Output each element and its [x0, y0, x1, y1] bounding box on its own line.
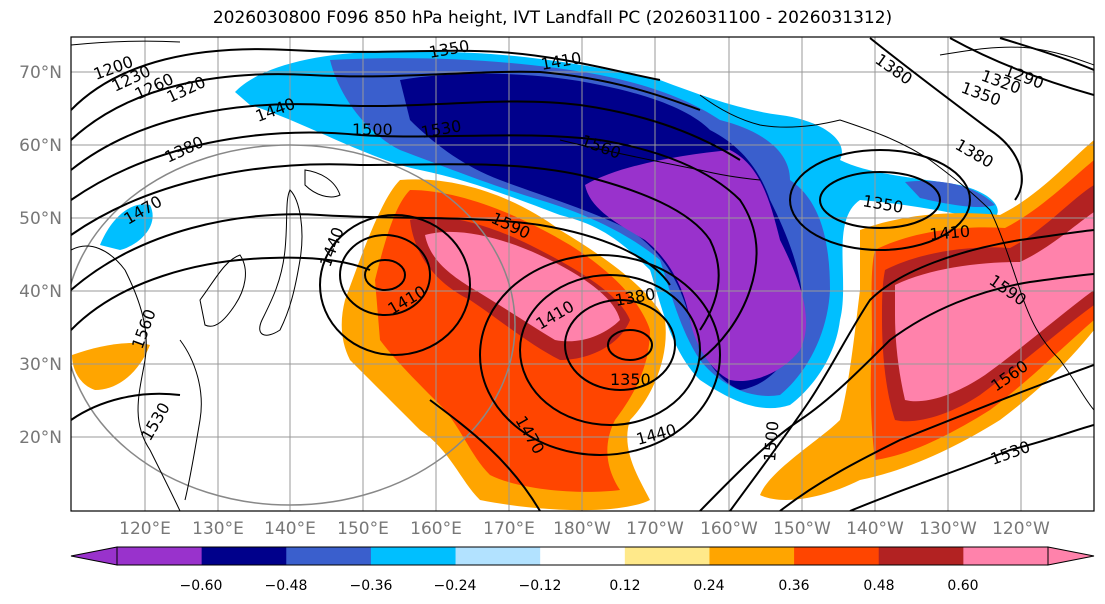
lon-tick-label: 120°E — [119, 519, 171, 539]
colorbar-tick-label: 0.12 — [609, 578, 640, 594]
colorbar-left-arrow — [70, 546, 118, 566]
colorbar-right-arrow — [1047, 546, 1095, 566]
contour-label: 1440 — [634, 420, 678, 449]
colorbar-tick-labels: −0.60 −0.48 −0.36 −0.24 −0.12 0.12 0.24 … — [180, 578, 979, 594]
colorbar-tick-label: 0.36 — [778, 578, 809, 594]
ivt-region-orange-southwest — [72, 343, 150, 390]
lat-tick-label: 20°N — [19, 428, 62, 448]
ivt-region-medium-blue-east — [905, 180, 995, 208]
colorbar-tick-label: 0.60 — [947, 578, 978, 594]
colorbar-tick-label: −0.60 — [180, 578, 223, 594]
height-contours — [71, 37, 1094, 511]
lon-tick-label: 180°W — [553, 519, 611, 539]
lon-axis: 120°E 130°E 140°E 150°E 160°E 170°E 180°… — [119, 519, 1050, 539]
landfall-region-circle — [71, 144, 516, 506]
lon-tick-label: 130°E — [192, 519, 244, 539]
colorbar-tick-label: −0.36 — [350, 578, 393, 594]
contour-label: 1500 — [760, 420, 782, 462]
gridlines — [71, 37, 1094, 511]
lon-tick-label: 160°E — [410, 519, 462, 539]
contour-label: 1410 — [929, 222, 971, 244]
contour-label: 1380 — [162, 132, 207, 166]
colorbar-segment — [455, 547, 541, 565]
colorbar: −0.60 −0.48 −0.36 −0.24 −0.12 0.12 0.24 … — [70, 546, 1095, 594]
colorbar-segment — [117, 547, 203, 565]
lon-tick-label: 130°W — [919, 519, 977, 539]
lon-tick-label: 170°E — [483, 519, 535, 539]
colorbar-segment — [624, 547, 710, 565]
lat-axis: 70°N 60°N 50°N 40°N 30°N 20°N — [19, 63, 62, 448]
colorbar-segment — [709, 547, 795, 565]
colorbar-tick-label: 0.48 — [863, 578, 894, 594]
contour-label: 1530 — [988, 437, 1033, 469]
lon-tick-label: 140°W — [846, 519, 904, 539]
map-title: 2026030800 F096 850 hPa height, IVT Land… — [212, 8, 893, 28]
colorbar-tick-label: −0.24 — [434, 578, 477, 594]
map-frame — [70, 36, 1095, 512]
contour-label: 1500 — [352, 120, 393, 139]
ivt-region-pink-west — [425, 231, 620, 342]
ivt-region-light-blue-west — [100, 204, 153, 250]
colorbar-tick-label: −0.12 — [519, 578, 562, 594]
lon-tick-label: 150°W — [773, 519, 831, 539]
colorbar-segment — [540, 547, 626, 565]
colorbar-segment — [370, 547, 457, 565]
contour-label: 1350 — [610, 370, 651, 389]
colorbar-segment — [878, 547, 964, 565]
colorbar-tick-label: −0.48 — [265, 578, 308, 594]
map-area: 1200 1230 1260 1320 1350 1410 1440 1500 … — [71, 37, 1094, 511]
lat-tick-label: 50°N — [19, 209, 62, 229]
lon-tick-label: 150°E — [337, 519, 389, 539]
ivt-region-purple — [585, 150, 807, 381]
colorbar-segments — [116, 546, 1049, 566]
lat-tick-label: 40°N — [19, 282, 62, 302]
lon-tick-label: 170°W — [626, 519, 684, 539]
lon-tick-label: 160°W — [700, 519, 758, 539]
colorbar-segment — [286, 547, 372, 565]
lat-tick-label: 60°N — [19, 136, 62, 156]
lat-tick-label: 30°N — [19, 355, 62, 375]
ivt-region-pink-east — [895, 212, 1094, 402]
colorbar-tick-label: 0.24 — [693, 578, 724, 594]
contour-label: 1560 — [128, 307, 160, 352]
contour-label: 1380 — [952, 135, 997, 172]
colorbar-segment — [201, 547, 287, 565]
colorbar-segment — [794, 547, 880, 565]
lon-tick-label: 120°W — [992, 519, 1050, 539]
colorbar-segment — [963, 547, 1049, 565]
lon-tick-label: 140°E — [264, 519, 316, 539]
lat-tick-label: 70°N — [19, 63, 62, 83]
